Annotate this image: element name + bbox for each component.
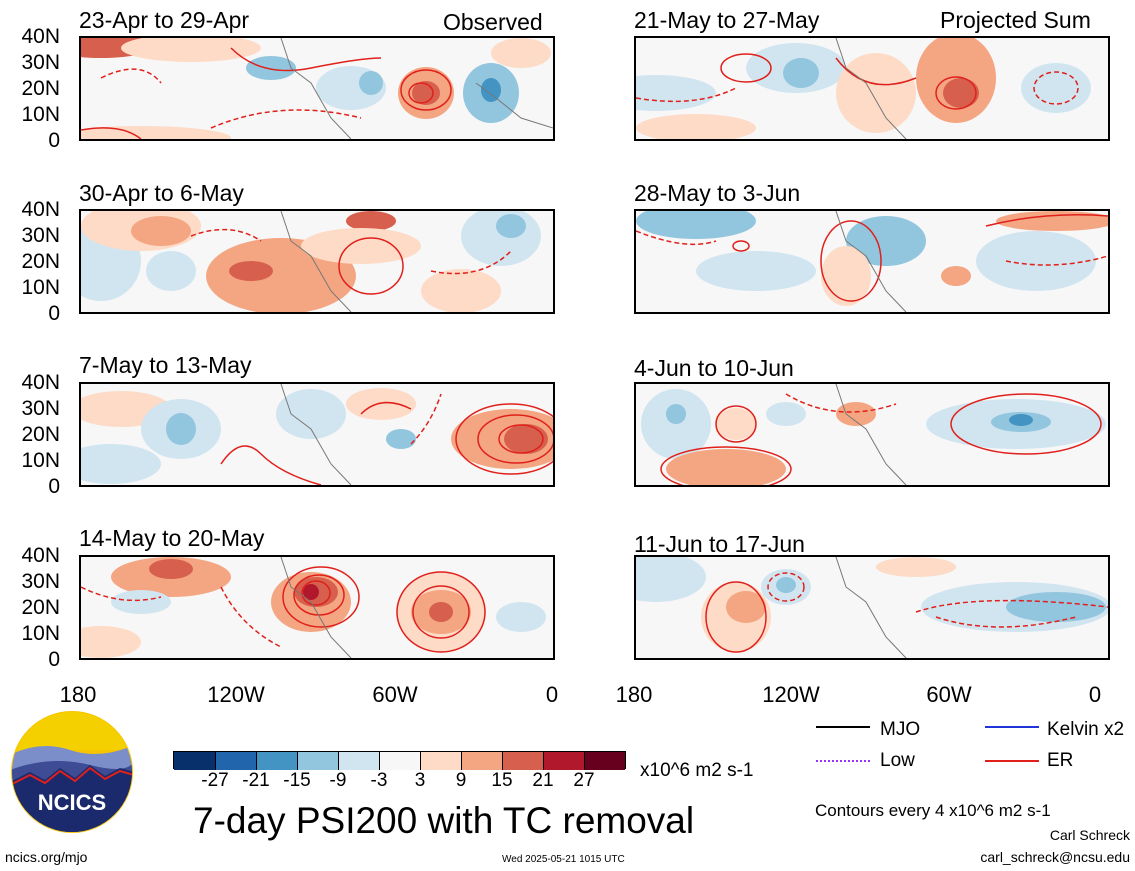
main-title: 7-day PSI200 with TC removal	[193, 800, 695, 841]
legend-line-mjo	[816, 726, 870, 728]
map-panel	[634, 209, 1110, 314]
legend-line-low	[816, 760, 870, 762]
panel-period-title: 28-May to 3-Jun	[634, 180, 801, 206]
y-tick-label: 40N	[21, 371, 60, 394]
colorbar-swatch	[420, 752, 461, 770]
author-name: Carl Schreck	[1049, 827, 1130, 843]
x-tick-label: 60W	[926, 682, 972, 707]
legend-label-kelvin: Kelvin x2	[1047, 719, 1125, 740]
y-tick-label: 10N	[21, 103, 60, 126]
y-tick-label: 20N	[21, 423, 60, 446]
x-tick-label: 120W	[207, 682, 265, 707]
x-tick-label: 180	[59, 682, 97, 707]
logo-text: NCICS	[38, 790, 106, 815]
colorbar-swatch	[338, 752, 379, 770]
x-tick-label: 60W	[372, 682, 418, 707]
legend-label-mjo: MJO	[880, 719, 921, 740]
colorbar-swatch	[174, 752, 215, 770]
contour-note: Contours every 4 x10^6 m2 s-1	[815, 801, 1051, 820]
map-panel	[79, 555, 555, 660]
panel-period-title: 11-Jun to 17-Jun	[634, 531, 805, 557]
y-tick-label: 40N	[21, 25, 60, 48]
colorbar-swatch	[584, 752, 625, 770]
x-tick-label: 120W	[762, 682, 820, 707]
colorbar-level-label: 27	[573, 770, 595, 791]
legend-label-low: Low	[880, 750, 915, 771]
map-panel	[634, 382, 1110, 487]
x-tick-label: 0	[545, 682, 559, 707]
colorbar-level-label: 9	[455, 770, 467, 791]
legend-line-er	[985, 760, 1039, 762]
y-tick-label: 0	[48, 648, 60, 671]
legend-label-er: ER	[1047, 750, 1074, 771]
colorbar-level-label: 15	[491, 770, 513, 791]
map-panel	[79, 382, 555, 487]
y-tick-label: 30N	[21, 570, 60, 593]
panel-period-title: 14-May to 20-May	[79, 525, 265, 551]
y-tick-label: 20N	[21, 77, 60, 100]
colorbar-swatch	[502, 752, 543, 770]
panel-period-title: 4-Jun to 10-Jun	[634, 355, 794, 381]
author-email: carl_schreck@ncsu.edu	[980, 849, 1130, 865]
colorbar-level-label: -3	[370, 770, 388, 791]
map-panel	[634, 36, 1110, 141]
panel-period-title: 7-May to 13-May	[79, 352, 252, 378]
y-tick-label: 10N	[21, 622, 60, 645]
colorbar-level-label: -9	[329, 770, 347, 791]
x-tick-label: 180	[615, 682, 653, 707]
colorbar	[173, 751, 626, 770]
y-tick-label: 40N	[21, 544, 60, 567]
y-tick-label: 30N	[21, 397, 60, 420]
y-tick-label: 0	[48, 129, 60, 152]
y-tick-label: 10N	[21, 449, 60, 472]
colorbar-swatch	[461, 752, 502, 770]
map-panel	[79, 36, 555, 141]
colorbar-level-label: -15	[283, 770, 311, 791]
colorbar-swatch	[543, 752, 584, 770]
panel-period-title: 23-Apr to 29-Apr	[79, 7, 250, 33]
y-tick-label: 20N	[21, 596, 60, 619]
y-tick-label: 20N	[21, 250, 60, 273]
legend-line-kelvin	[985, 726, 1039, 728]
panel-period-title: 30-Apr to 6-May	[79, 180, 244, 206]
x-tick-label: 0	[1088, 682, 1102, 707]
y-tick-label: 0	[48, 302, 60, 325]
timestamp: Wed 2025-05-21 1015 UTC	[502, 854, 625, 865]
colorbar-swatch	[256, 752, 297, 770]
panel-tag-label: Projected Sum	[940, 7, 1091, 33]
map-panel	[79, 209, 555, 314]
panel-tag-label: Observed	[443, 9, 543, 35]
y-tick-label: 0	[48, 475, 60, 498]
panel-period-title: 21-May to 27-May	[634, 7, 820, 33]
colorbar-swatch	[379, 752, 420, 770]
colorbar-level-label: -27	[201, 770, 229, 791]
colorbar-level-label: 3	[414, 770, 426, 791]
colorbar-units: x10^6 m2 s-1	[640, 760, 754, 781]
map-panel	[634, 555, 1110, 660]
y-tick-label: 30N	[21, 224, 60, 247]
y-tick-label: 30N	[21, 51, 60, 74]
colorbar-level-label: -21	[242, 770, 270, 791]
colorbar-level-label: 21	[532, 770, 554, 791]
source-url: ncics.org/mjo	[5, 849, 88, 865]
ncics-logo: NCICS	[10, 710, 134, 834]
colorbar-swatch	[215, 752, 256, 770]
colorbar-swatch	[297, 752, 338, 770]
y-tick-label: 40N	[21, 198, 60, 221]
y-tick-label: 10N	[21, 276, 60, 299]
